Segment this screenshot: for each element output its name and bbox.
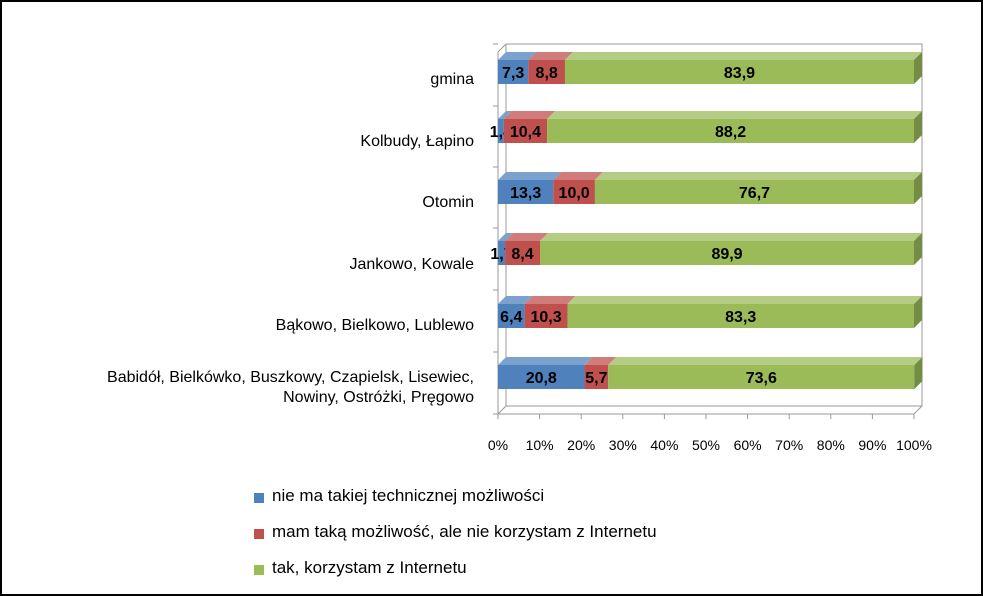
legend-label: tak, korzystam z Internetu [272,558,467,577]
bar-segment [498,60,529,84]
bar-top-face [594,172,922,180]
category-label: Bąkowo, Bielkowo, Lublewo [276,317,474,334]
x-tick-label: 90% [858,437,886,453]
bar-segment [553,180,595,204]
x-tick-label: 60% [734,437,762,453]
data-label: 89,9 [711,246,742,263]
legend-swatch [254,565,264,575]
bar-segment [584,365,609,389]
bar-top-face [498,233,514,241]
bar-top-face [498,357,593,365]
bar-segment [608,365,915,389]
legend-swatch [254,493,264,503]
data-label: 7,3 [502,65,524,82]
bar-top-face [584,357,617,365]
x-tick-label: 50% [692,437,720,453]
x-tick-label: 30% [609,437,637,453]
x-tick-label: 10% [526,437,554,453]
bar-top-face [498,172,562,180]
data-label: 10,3 [530,309,561,326]
bar-side-face [914,233,922,265]
bar-segment [540,241,914,265]
bar-segment [547,119,914,143]
data-label: 8,8 [536,65,558,82]
bar-segment [567,304,914,328]
data-label: 73,6 [746,370,777,387]
bar-top-face [505,233,549,241]
bar-side-face [914,52,922,84]
bar-top-face [524,296,576,304]
data-label: 6,4 [500,309,522,326]
bar-segment [498,304,525,328]
x-tick-label: 40% [650,437,678,453]
bar-top-face [547,111,922,119]
x-tick-label: 20% [567,437,595,453]
category-label: Babidół, Bielkówko, Buszkowy, Czapielsk,… [107,369,474,386]
bar-segment [505,241,541,265]
bar-side-face [914,111,922,143]
x-tick-label: 0% [488,437,508,453]
bar-side-face [914,357,923,389]
category-label: Nowiny, Ostróżki, Pręgowo [283,389,474,406]
bar-segment [498,119,504,143]
plot-floor [497,405,923,415]
data-label: 5,7 [585,370,607,387]
bar-segment [498,365,585,389]
bar-top-face [540,233,922,241]
x-tick-label: 70% [775,437,803,453]
bar-segment [503,119,548,143]
data-label: 88,2 [715,124,746,141]
bar-side-face [914,172,922,204]
legend-label: nie ma takiej technicznej możliwości [272,486,545,505]
bar-top-face [528,52,573,60]
category-label: Kolbudy, Łapino [360,133,474,150]
bar-segment [528,60,565,84]
bar-top-face [567,296,922,304]
data-label: 83,9 [724,65,755,82]
data-label: 83,3 [725,309,756,326]
y-axis-top-edge [497,43,507,53]
bar-top-face [608,357,923,365]
data-label: 13,3 [510,185,541,202]
data-label: 76,7 [739,185,770,202]
bar-side-face [914,296,922,328]
data-label: 8,4 [511,246,533,263]
data-label: 10,4 [510,124,541,141]
bar-top-face [498,296,533,304]
x-tick-label: 80% [817,437,845,453]
bar-segment [594,180,914,204]
bar-top-face [564,52,922,60]
bar-top-face [503,111,556,119]
category-label: Jankowo, Kowale [349,256,474,273]
plot-back-wall [506,43,923,407]
bar-segment [498,180,554,204]
bar-top-face [553,172,603,180]
bar-segment [564,60,914,84]
legend-label: mam taką możliwość, ale nie korzystam z … [272,522,657,541]
legend-swatch [254,529,264,539]
x-tick-label: 100% [896,437,932,453]
category-label: Otomin [422,194,474,211]
bar-top-face [498,111,512,119]
bar-segment [524,304,568,328]
bar-top-face [498,52,537,60]
data-label: 10,0 [559,185,590,202]
bar-segment [498,241,506,265]
data-label: 20,8 [526,370,557,387]
category-label: gmina [430,71,474,88]
